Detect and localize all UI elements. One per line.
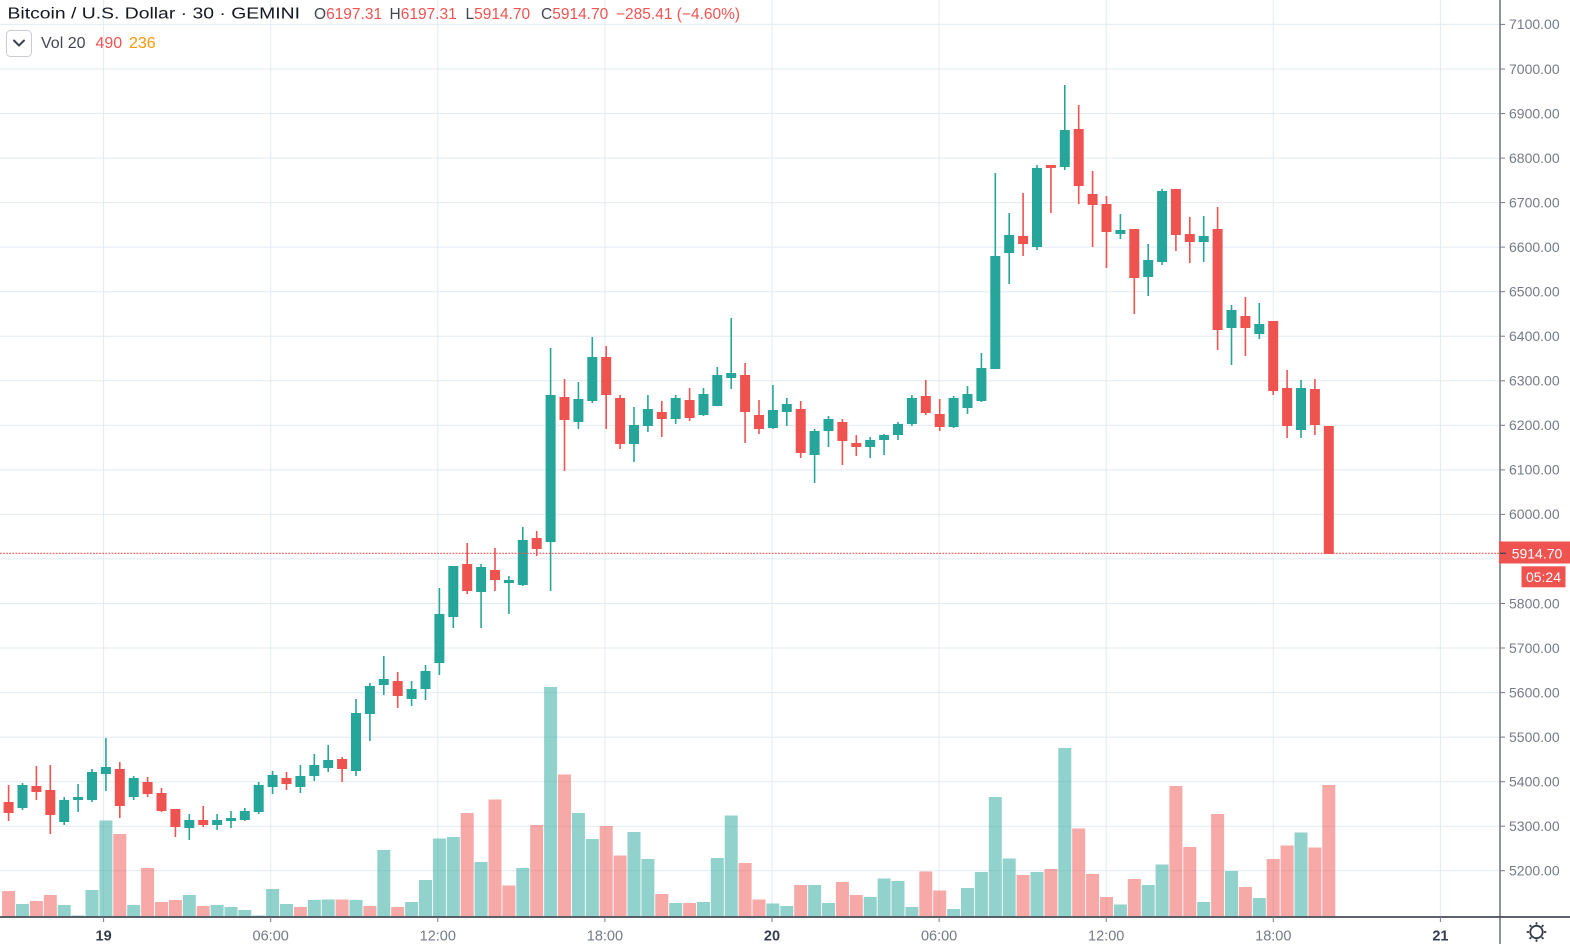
svg-text:−285.41 (−4.60%): −285.41 (−4.60%) [616,6,740,23]
svg-text:6900.00: 6900.00 [1509,105,1560,121]
svg-text:12:00: 12:00 [1088,929,1124,944]
svg-text:C5914.70: C5914.70 [541,6,609,23]
svg-text:6600.00: 6600.00 [1509,239,1560,255]
svg-text:6500.00: 6500.00 [1509,284,1560,300]
svg-text:5600.00: 5600.00 [1509,684,1560,700]
svg-text:06:00: 06:00 [253,929,289,944]
svg-text:5200.00: 5200.00 [1509,863,1560,879]
svg-text:490: 490 [96,35,123,52]
svg-text:Bitcoin / U.S. Dollar · 30 · G: Bitcoin / U.S. Dollar · 30 · GEMINI [8,6,301,23]
svg-text:06:00: 06:00 [921,929,957,944]
svg-text:7100.00: 7100.00 [1509,16,1560,32]
svg-text:6300.00: 6300.00 [1509,373,1560,389]
svg-text:18:00: 18:00 [587,929,623,944]
svg-text:12:00: 12:00 [420,929,456,944]
svg-text:6100.00: 6100.00 [1509,462,1560,478]
svg-text:05:24: 05:24 [1526,569,1561,585]
svg-text:6000.00: 6000.00 [1509,506,1560,522]
svg-text:6400.00: 6400.00 [1509,328,1560,344]
svg-text:H6197.31: H6197.31 [390,6,457,23]
svg-text:Vol 20: Vol 20 [41,35,86,52]
svg-text:5914.70: 5914.70 [1512,545,1563,561]
svg-text:20: 20 [764,929,780,944]
svg-text:5400.00: 5400.00 [1509,774,1560,790]
svg-text:L5914.70: L5914.70 [466,6,531,23]
svg-text:19: 19 [96,929,112,944]
svg-text:18:00: 18:00 [1255,929,1291,944]
svg-text:5800.00: 5800.00 [1509,595,1560,611]
svg-text:236: 236 [129,35,156,52]
svg-text:6800.00: 6800.00 [1509,150,1560,166]
svg-text:5500.00: 5500.00 [1509,729,1560,745]
svg-text:O6197.31: O6197.31 [314,6,382,23]
svg-text:6700.00: 6700.00 [1509,194,1560,210]
svg-text:7000.00: 7000.00 [1509,61,1560,77]
svg-text:21: 21 [1432,929,1448,944]
svg-text:6200.00: 6200.00 [1509,417,1560,433]
svg-text:5300.00: 5300.00 [1509,818,1560,834]
svg-text:5700.00: 5700.00 [1509,640,1560,656]
